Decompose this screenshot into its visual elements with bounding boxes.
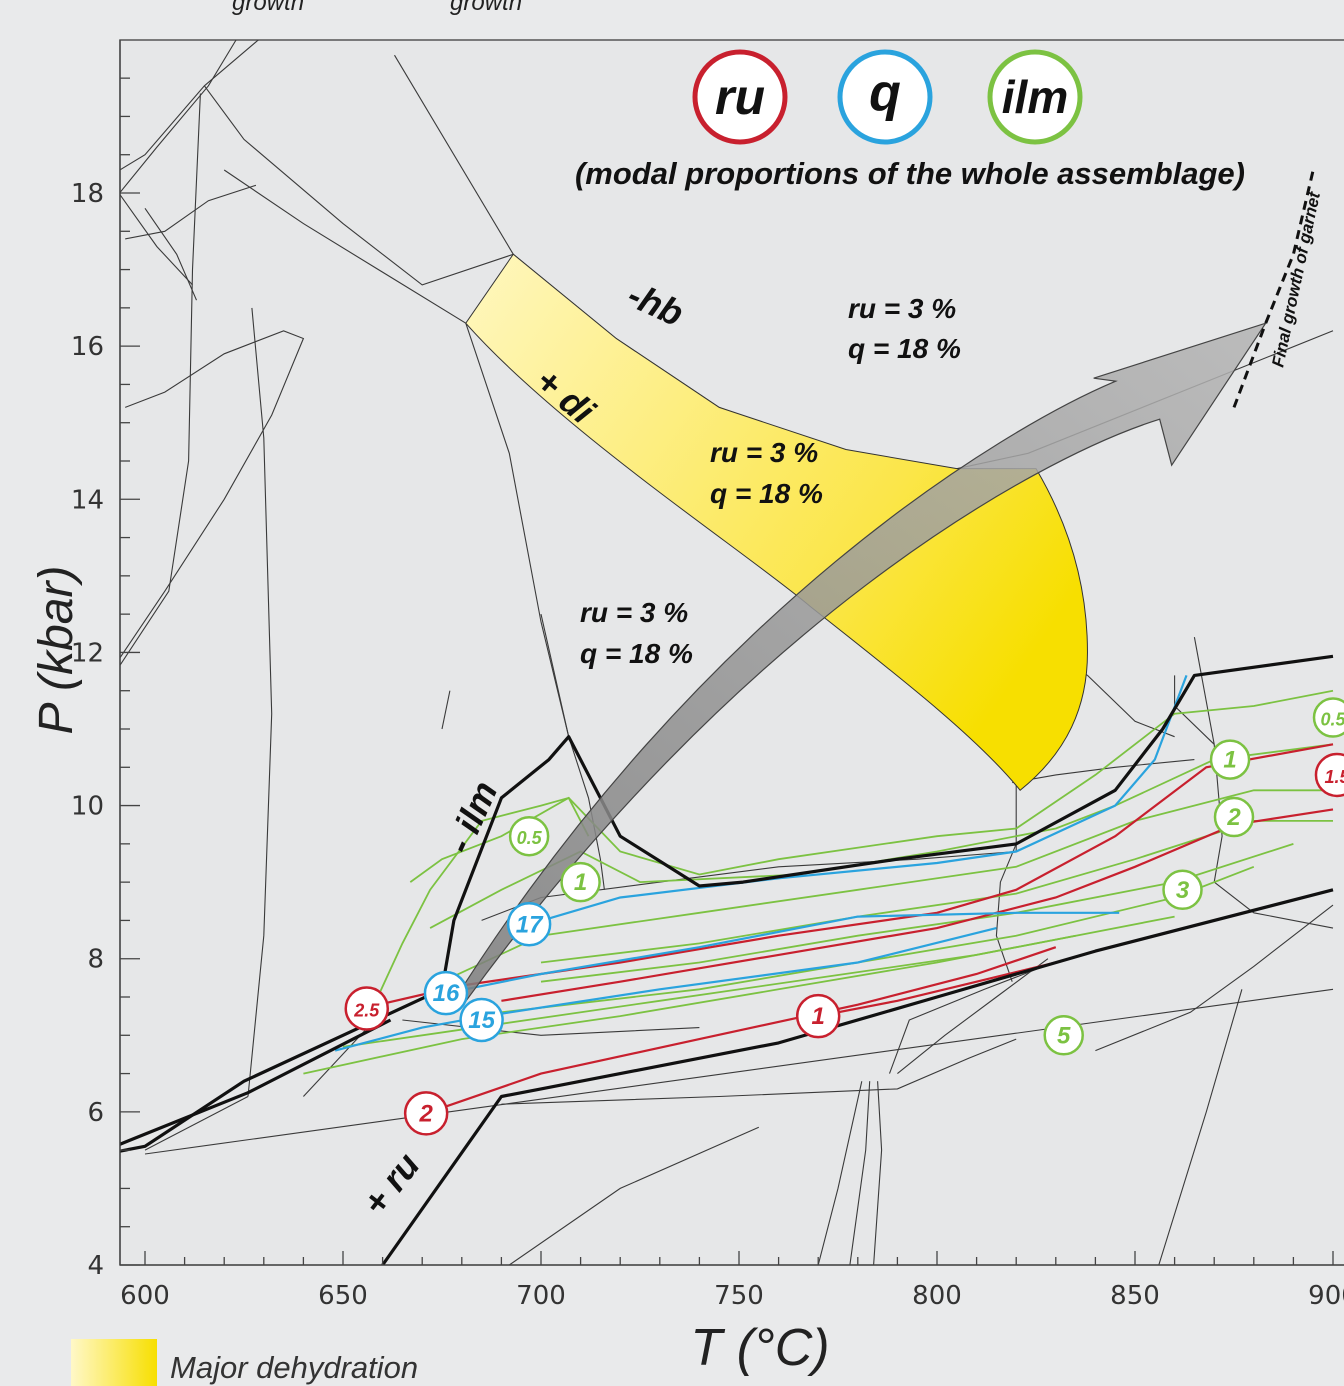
isopleth-label-ru: 2 [403, 1091, 449, 1136]
svg-text:15: 15 [468, 1007, 495, 1034]
isopleth-label-ilm: 3 [1162, 869, 1203, 911]
isopleth-label-ru: 1 [795, 993, 841, 1039]
svg-text:2.5: 2.5 [353, 1000, 380, 1020]
isopleth-label-q: 17 [506, 902, 552, 947]
annotation-q: q = 18 % [580, 638, 693, 669]
annotation-ru: ru = 3 % [710, 437, 818, 468]
annotation-q: q = 18 % [848, 333, 961, 364]
isopleth-lines [303, 675, 1334, 1113]
y-tick-label: 12 [71, 638, 104, 668]
isopleth-label-ilm: 2 [1213, 796, 1255, 838]
y-tick-label: 14 [71, 485, 104, 515]
y-tick-label: 16 [71, 332, 104, 362]
legend-ilm-label: ilm [1002, 71, 1068, 123]
isopleth-label-ilm: 0.5 [1312, 697, 1344, 738]
annotation-ru: ru = 3 % [848, 293, 956, 324]
dehydration-field [465, 253, 1088, 791]
svg-text:16: 16 [433, 980, 460, 1007]
pt-path-arrow [452, 322, 1268, 1005]
svg-text:1.5: 1.5 [1324, 767, 1344, 787]
y-tick-label: 18 [71, 179, 104, 209]
y-tick-label: 6 [87, 1098, 104, 1128]
annotation-ru: ru = 3 % [580, 597, 688, 628]
plot-area [119, 39, 1344, 1266]
svg-text:1: 1 [574, 869, 587, 896]
garnet-growth-dashed-line [1232, 169, 1315, 408]
isopleth-label-q: 15 [459, 997, 504, 1043]
x-tick-label: 700 [516, 1281, 566, 1311]
top-fragment-1: growth [232, 0, 304, 16]
isopleth-label-q: 16 [423, 970, 469, 1016]
x-tick-label: 800 [912, 1281, 962, 1311]
x-axis-title: T (°C) [690, 1319, 829, 1377]
svg-text:0.5: 0.5 [517, 828, 543, 848]
y-tick-label: 4 [87, 1251, 104, 1281]
legend-q: q [837, 49, 933, 145]
y-tick-label: 8 [87, 945, 104, 975]
x-tick-label: 850 [1110, 1281, 1160, 1311]
svg-text:0.5: 0.5 [1320, 710, 1344, 730]
y-axis-title: P (kbar) [30, 566, 83, 735]
svg-text:3: 3 [1176, 877, 1190, 904]
legend-ilm: ilm [987, 49, 1083, 145]
legend-ru: ru [692, 49, 788, 145]
svg-text:2: 2 [418, 1100, 433, 1127]
svg-text:5: 5 [1057, 1022, 1071, 1049]
legend-swatch [71, 1339, 157, 1386]
legend-ru-label: ru [715, 69, 765, 125]
svg-text:17: 17 [516, 911, 544, 938]
svg-text:2: 2 [1226, 804, 1241, 831]
x-tick-label: 750 [714, 1281, 764, 1311]
isopleth-label-ru: 2.5 [344, 986, 390, 1031]
x-tick-label: 900 [1308, 1281, 1344, 1311]
y-axis [119, 40, 140, 1266]
isopleth-label-ilm: 0.5 [508, 815, 550, 857]
legend-swatch-label: Major dehydration [170, 1350, 418, 1385]
svg-text:1: 1 [812, 1003, 825, 1030]
x-tick-label: 600 [120, 1281, 170, 1311]
isopleth-label-ru: 1.5 [1314, 752, 1344, 798]
annotation-q: q = 18 % [710, 478, 823, 509]
isopleth-label-ilm: 5 [1043, 1015, 1084, 1056]
top-fragment-2: growth [450, 0, 522, 16]
svg-text:1: 1 [1223, 747, 1236, 774]
legend-q-label: q [869, 64, 901, 122]
thick-boundaries [120, 654, 1334, 1265]
isopleth-label-ilm: 1 [1209, 739, 1251, 780]
y-tick-label: 10 [71, 792, 104, 822]
isopleth-label-ilm: 1 [560, 861, 601, 903]
x-tick-label: 650 [318, 1281, 368, 1311]
legend-caption: (modal proportions of the whole assembla… [575, 156, 1245, 191]
x-axis [120, 1251, 1344, 1266]
